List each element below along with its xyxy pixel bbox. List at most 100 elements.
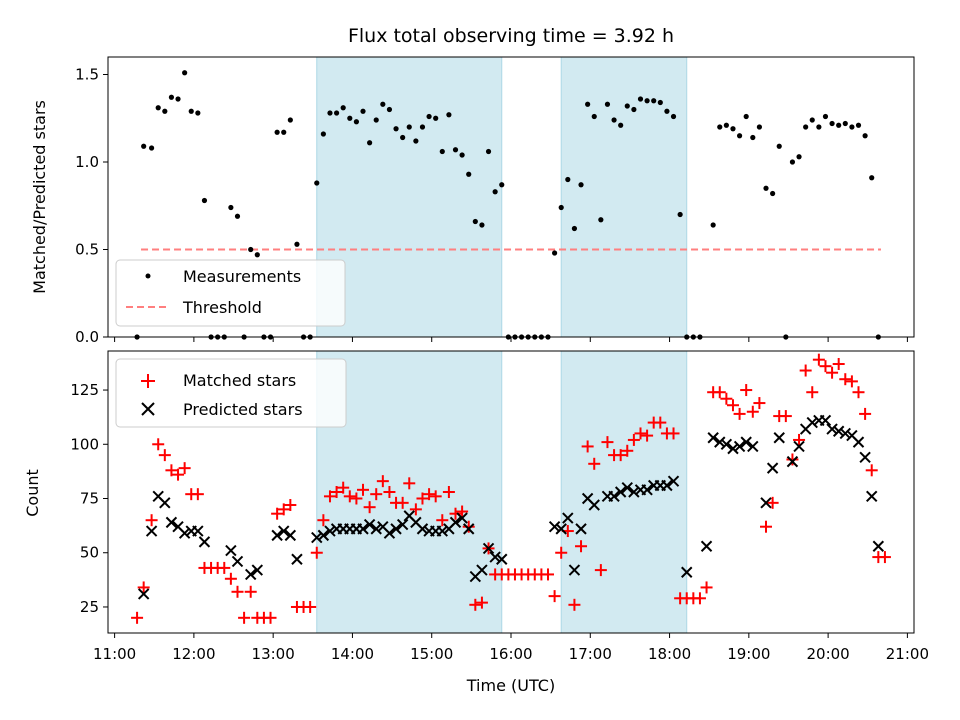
measurement-point — [485, 148, 492, 155]
matched-star-point — [442, 486, 455, 498]
matched-star-point — [264, 611, 277, 624]
measurement-point — [585, 101, 591, 107]
x-tick-label: 12:00 — [172, 645, 215, 663]
matched-star-point — [865, 464, 878, 477]
matched-star-point — [172, 468, 185, 481]
shaded-interval — [316, 56, 503, 338]
predicted-star-point — [859, 451, 871, 463]
measurement-point — [618, 122, 624, 128]
bottom-y-axis-label: Count — [23, 469, 42, 517]
matched-star-point — [826, 366, 839, 379]
measurement-point — [459, 152, 465, 158]
measurement-point — [452, 147, 459, 153]
measurement-point — [558, 204, 564, 211]
x-tick-label: 16:00 — [489, 645, 532, 663]
predicted-star-point — [819, 414, 832, 427]
measurement-point — [141, 143, 147, 149]
predicted-star-point — [588, 499, 600, 511]
predicted-star-point — [449, 516, 462, 529]
measurement-point — [373, 117, 379, 123]
bottom-legend: Matched stars Predicted stars — [115, 358, 347, 428]
matched-star-point — [165, 464, 178, 477]
predicted-star-point — [476, 564, 488, 576]
matched-star-point — [191, 488, 204, 501]
predicted-star-point — [489, 551, 501, 563]
matched-star-point — [713, 386, 726, 399]
matched-star-point — [819, 360, 832, 373]
legend-threshold-label: Threshold — [182, 298, 262, 317]
matched-star-point — [152, 438, 165, 451]
measurement-point — [182, 70, 188, 76]
top-y-tick-label: 0.5 — [75, 241, 99, 259]
matched-star-point — [760, 520, 773, 533]
matched-star-point — [304, 600, 317, 613]
matched-star-point — [634, 427, 647, 440]
predicted-star-point — [766, 462, 779, 474]
measurement-point — [822, 113, 829, 120]
measurement-point — [380, 101, 386, 107]
matched-star-point — [231, 585, 244, 598]
predicted-star-point — [357, 523, 369, 535]
matched-star-point — [449, 507, 462, 520]
matched-star-point — [145, 514, 158, 527]
predicted-star-point — [826, 423, 838, 435]
shaded-interval — [560, 56, 688, 338]
measurement-point — [426, 113, 432, 120]
matched-star-point — [845, 375, 858, 388]
predicted-star-point — [291, 553, 303, 565]
matched-star-point — [131, 611, 144, 624]
matched-star-point — [178, 462, 191, 475]
measurement-point — [162, 108, 168, 114]
predicted-star-point — [733, 440, 746, 453]
measurement-point — [730, 126, 736, 132]
measurement-point — [770, 190, 776, 197]
top-y-tick-label: 1.0 — [75, 153, 99, 171]
legend-measurements-marker — [145, 273, 151, 279]
measurement-point — [611, 117, 617, 123]
legend-matched-marker — [141, 374, 155, 388]
predicted-star-point — [482, 542, 495, 555]
measurement-point — [472, 218, 478, 225]
predicted-star-point — [244, 568, 257, 581]
measurement-point — [228, 204, 234, 211]
matched-star-point — [218, 561, 231, 574]
matched-star-point — [416, 492, 429, 505]
matched-star-point — [370, 488, 383, 501]
predicted-star-point — [872, 540, 885, 552]
measurement-point — [598, 217, 604, 223]
measurement-point — [842, 120, 848, 127]
measurement-point — [149, 145, 155, 151]
measurement-point — [400, 134, 406, 141]
measurement-point — [234, 213, 241, 219]
measurement-point — [439, 148, 445, 155]
matched-star-point — [337, 481, 350, 494]
matched-star-point — [271, 507, 284, 520]
measurement-point — [367, 140, 373, 146]
matched-star-point — [588, 457, 601, 470]
predicted-star-point — [740, 436, 752, 448]
predicted-star-point — [852, 436, 865, 448]
measurement-point — [637, 96, 644, 102]
measurement-point — [631, 106, 637, 113]
matched-star-point — [436, 514, 449, 527]
top-y-axis-label: Matched/Predicted stars — [30, 100, 49, 294]
matched-star-point — [746, 405, 759, 418]
predicted-star-point — [628, 486, 640, 498]
measurement-point — [796, 154, 802, 160]
matched-star-point — [244, 585, 257, 598]
matched-star-point — [753, 397, 766, 410]
measurement-point — [479, 222, 485, 228]
predicted-star-point — [786, 455, 799, 468]
top-legend-box — [115, 259, 346, 327]
matched-star-point — [475, 596, 488, 609]
matched-star-point — [462, 520, 475, 533]
x-tick-label: 17:00 — [569, 645, 612, 663]
measurement-point — [664, 108, 670, 114]
predicted-star-point — [568, 564, 581, 576]
matched-star-point — [317, 514, 330, 527]
measurement-point — [849, 124, 855, 130]
predicted-star-point — [416, 523, 429, 535]
predicted-star-point — [496, 553, 508, 565]
legend-predicted-label: Predicted stars — [183, 400, 303, 419]
